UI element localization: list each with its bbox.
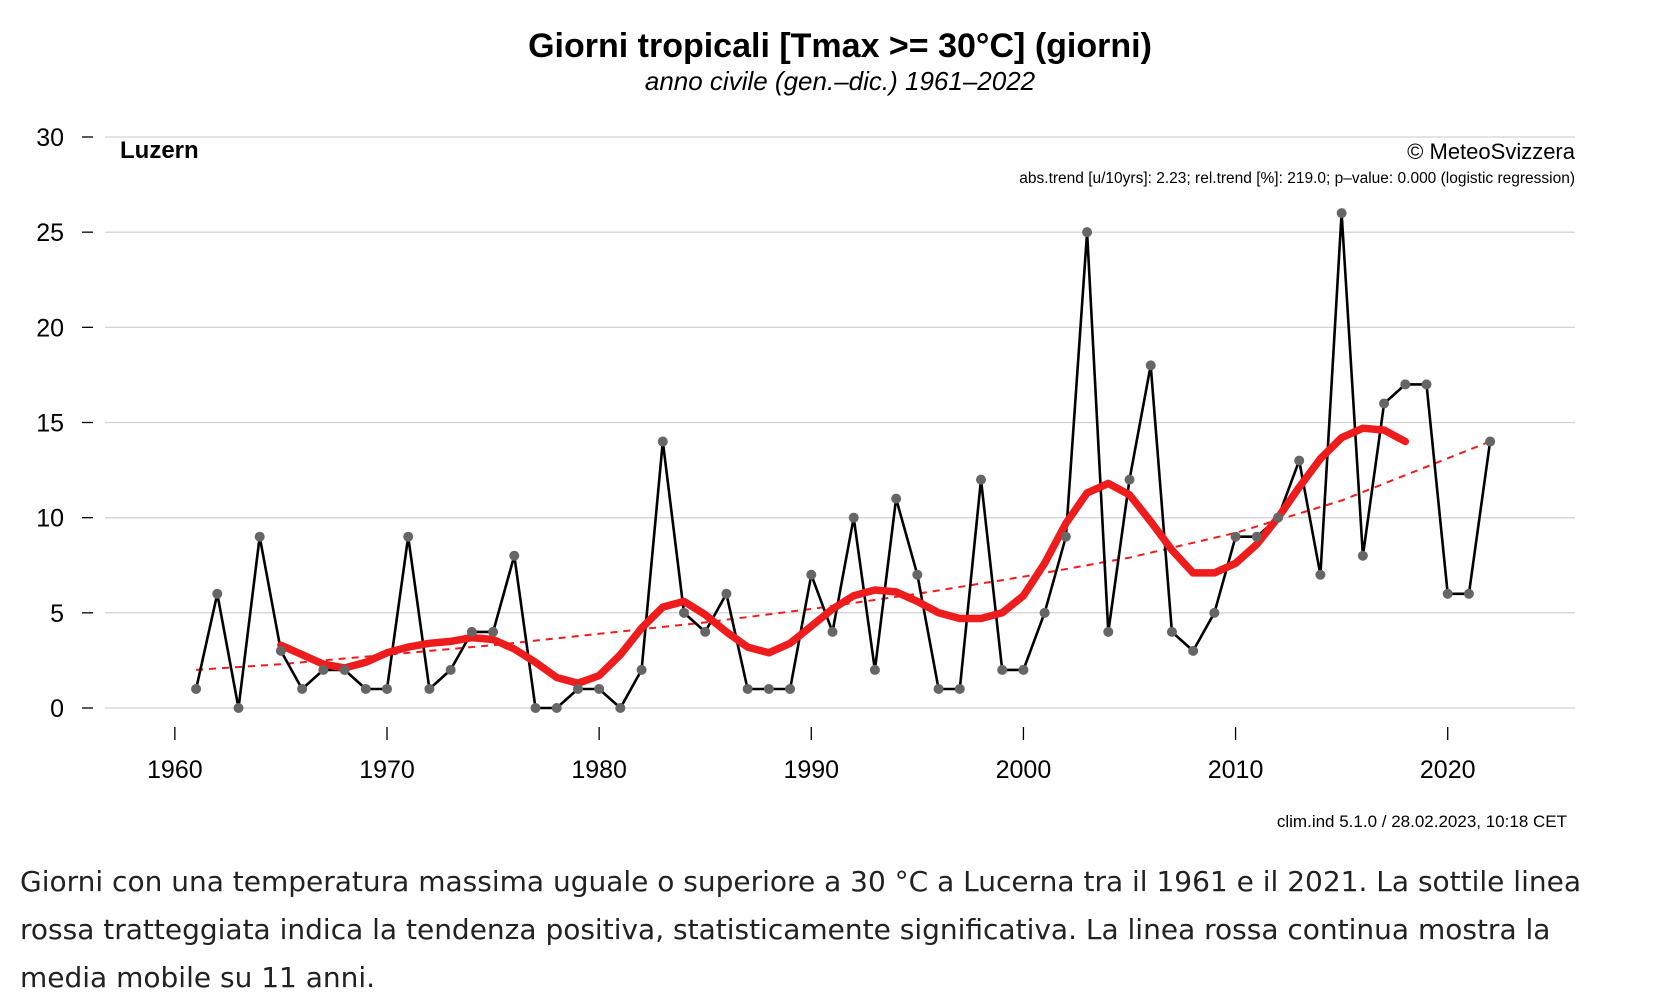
data-point [1379, 398, 1390, 409]
footer-label: clim.ind 5.1.0 / 28.02.2023, 10:18 CET [1277, 812, 1567, 831]
y-tick-label: 25 [36, 219, 64, 247]
data-point [679, 607, 689, 618]
chart-title: Giorni tropicali [Tmax >= 30°C] (giorni) [528, 27, 1152, 65]
grid-lines [105, 136, 1575, 709]
x-tick-label: 2010 [1208, 756, 1264, 784]
chart-subtitle: anno civile (gen.–dic.) 1961–2022 [645, 66, 1036, 96]
data-point [1485, 436, 1496, 447]
data-point [1357, 550, 1368, 561]
trend-note: abs.trend [u/10yrs]: 2.23; rel.trend [%]… [1019, 170, 1575, 187]
data-point [1421, 379, 1432, 390]
data-point [933, 683, 944, 694]
y-axis: 0 5 10 15 20 25 30 [36, 124, 93, 723]
data-point [1039, 607, 1050, 618]
data-point [615, 703, 626, 713]
data-point [806, 569, 817, 580]
data-point [657, 436, 668, 447]
data-point [572, 683, 583, 694]
data-point [891, 493, 902, 504]
data-point [551, 703, 562, 713]
data-point [1336, 208, 1347, 219]
data-point [339, 664, 350, 675]
series-layer [191, 208, 1496, 713]
data-point [1273, 512, 1283, 523]
data-point [700, 626, 711, 637]
y-tick-label: 0 [50, 695, 64, 723]
data-point [636, 664, 647, 675]
data-point [1463, 588, 1474, 599]
data-point [488, 626, 499, 637]
y-tick-label: 15 [36, 410, 64, 438]
chart: Giorni tropicali [Tmax >= 30°C] (giorni)… [36, 27, 1576, 831]
data-point [763, 683, 774, 694]
data-point [1251, 531, 1262, 542]
data-point [1294, 455, 1305, 466]
data-point [785, 683, 796, 694]
trend-line [196, 440, 1491, 671]
data-point [827, 626, 838, 637]
data-point [721, 588, 732, 599]
data-point [233, 703, 244, 713]
data-point [1018, 664, 1029, 675]
data-point [594, 683, 605, 694]
data-point [191, 683, 202, 694]
data-point [445, 664, 456, 675]
x-tick-label: 1990 [783, 756, 839, 784]
data-point [1103, 626, 1114, 637]
data-point [1188, 645, 1199, 656]
y-tick-label: 10 [36, 505, 64, 533]
data-point [954, 683, 965, 694]
y-tick-label: 30 [36, 124, 64, 152]
data-point [1082, 227, 1093, 238]
data-point [382, 683, 392, 694]
data-point [1124, 474, 1135, 485]
data-point [848, 512, 859, 523]
data-point [254, 531, 265, 542]
x-tick-label: 1970 [359, 756, 415, 784]
x-axis: 1960 1970 1980 1990 2000 2010 2020 [147, 727, 1476, 784]
data-point [1166, 626, 1177, 637]
data-point [403, 531, 414, 542]
station-label: Luzern [120, 137, 199, 164]
data-point [212, 588, 223, 599]
x-tick-label: 2000 [996, 756, 1052, 784]
data-point [912, 569, 923, 580]
caption-text: Giorni con una temperatura massima ugual… [20, 865, 1581, 994]
data-point [275, 645, 286, 656]
data-point [1315, 569, 1326, 580]
data-point [869, 664, 880, 675]
data-point [1145, 360, 1156, 371]
data-point [530, 703, 541, 713]
data-point [318, 664, 329, 675]
x-tick-label: 1960 [147, 756, 203, 784]
data-point [1400, 379, 1411, 390]
data-point [1209, 607, 1220, 618]
moving-average-line [277, 424, 1410, 688]
copyright-label: © MeteoSvizzera [1407, 139, 1576, 164]
x-tick-label: 1980 [571, 756, 627, 784]
y-tick-label: 20 [36, 314, 64, 342]
data-point [466, 626, 477, 637]
x-tick-label: 2020 [1420, 756, 1476, 784]
data-point [424, 683, 435, 694]
data-point [1442, 588, 1453, 599]
data-point [742, 683, 753, 694]
data-point [997, 664, 1008, 675]
data-point [1060, 531, 1071, 542]
data-point [297, 683, 308, 694]
data-point [1230, 531, 1241, 542]
y-tick-label: 5 [50, 600, 64, 628]
data-point [976, 474, 986, 485]
data-point [509, 550, 520, 561]
data-point [360, 683, 371, 694]
